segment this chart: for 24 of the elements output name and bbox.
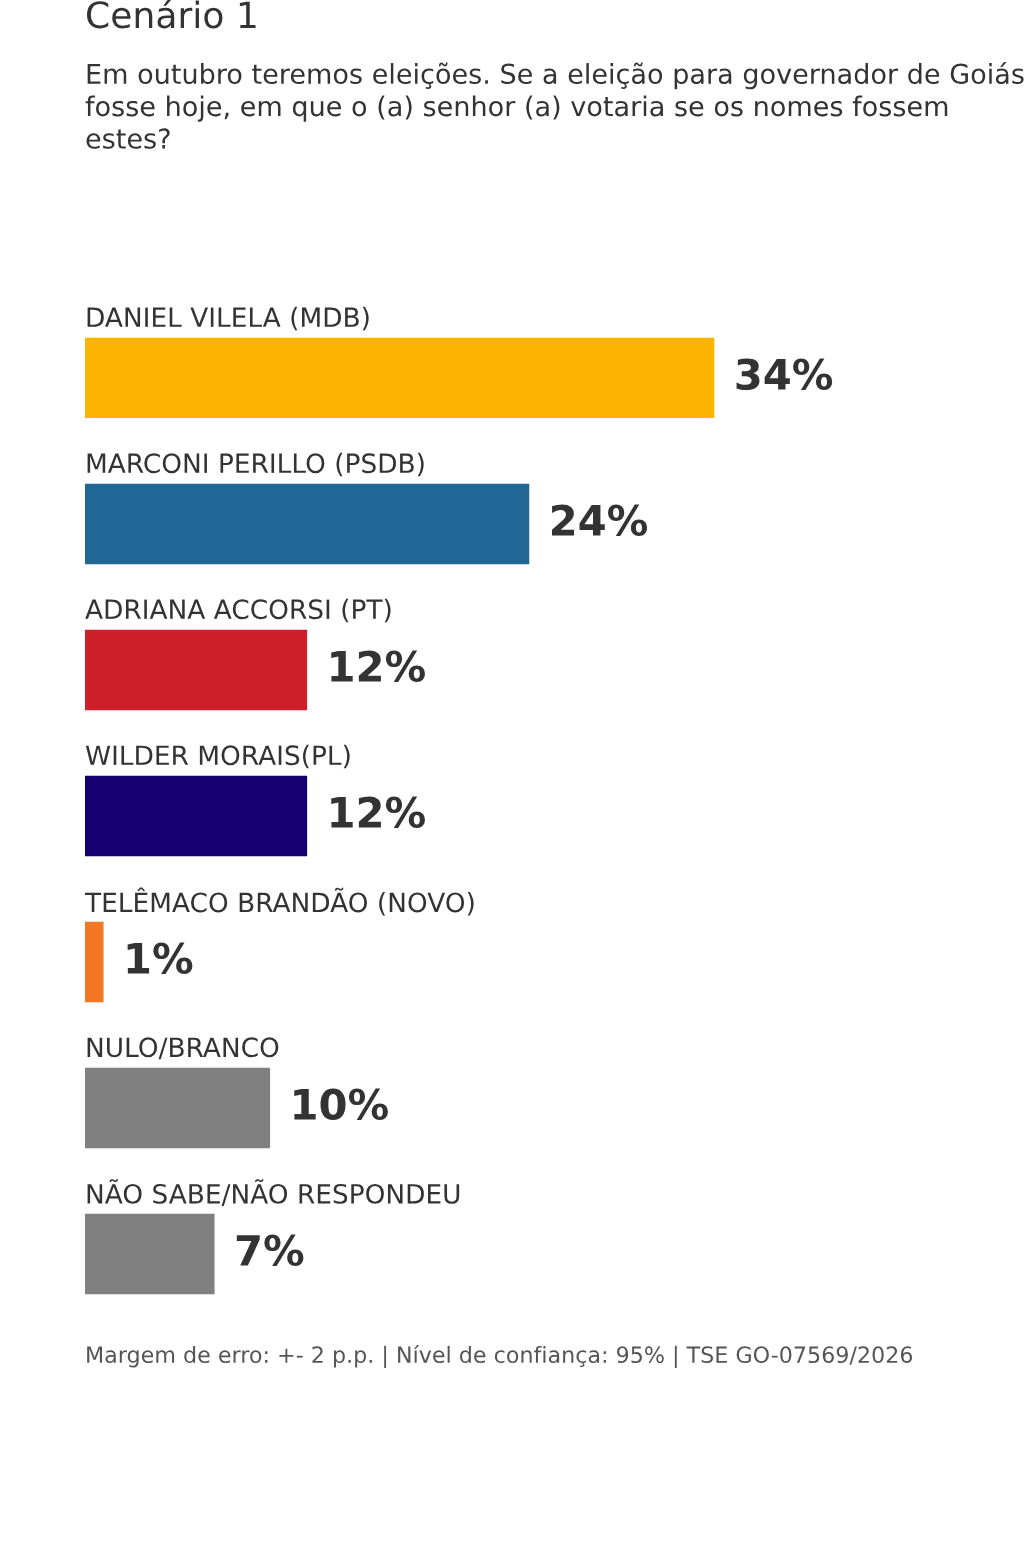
data-label: 12% xyxy=(331,650,425,683)
data-label: 34% xyxy=(736,358,833,391)
y-tick-label: NULO/BRANCO xyxy=(87,1037,279,1060)
data-label: 12% xyxy=(331,796,425,829)
y-tick-label: WILDER MORAIS(PL) xyxy=(85,744,350,769)
bar xyxy=(85,483,530,565)
data-label: 24% xyxy=(551,504,648,537)
y-tick-label: MARCONI PERILLO (PSDB) xyxy=(87,452,424,477)
text: Margem de erro: +- 2 p.p. | Nível de confiança: 95% | TSE GO-07569/2026 xyxy=(87,1345,913,1369)
bar xyxy=(85,1067,271,1149)
chart-title: Cenário 1 xyxy=(87,0,256,29)
data-label: 1% xyxy=(127,942,193,975)
bar xyxy=(85,1213,215,1295)
bar xyxy=(85,921,104,1003)
data-label: 7% xyxy=(236,1234,304,1267)
y-tick-label: ADRIANA ACCORSI (PT) xyxy=(85,598,391,623)
chart-subtitle: Em outubro teremos eleições. Se a eleição para governador de Goiás fosse hoje, em que o (a) senhor (a) votaria se os nomes fossem estes? xyxy=(85,62,1024,149)
y-tick-label: DANIEL VILELA (MDB) xyxy=(87,306,369,331)
data-label: 10% xyxy=(294,1088,388,1121)
y-tick-label: NÃO SABE/NÃO RESPONDEU xyxy=(87,1179,460,1206)
bar xyxy=(85,629,308,711)
y-tick-label: TELÊMACO BRANDÃO (NOVO) xyxy=(84,887,474,916)
bar xyxy=(85,337,715,419)
bar xyxy=(85,775,308,857)
